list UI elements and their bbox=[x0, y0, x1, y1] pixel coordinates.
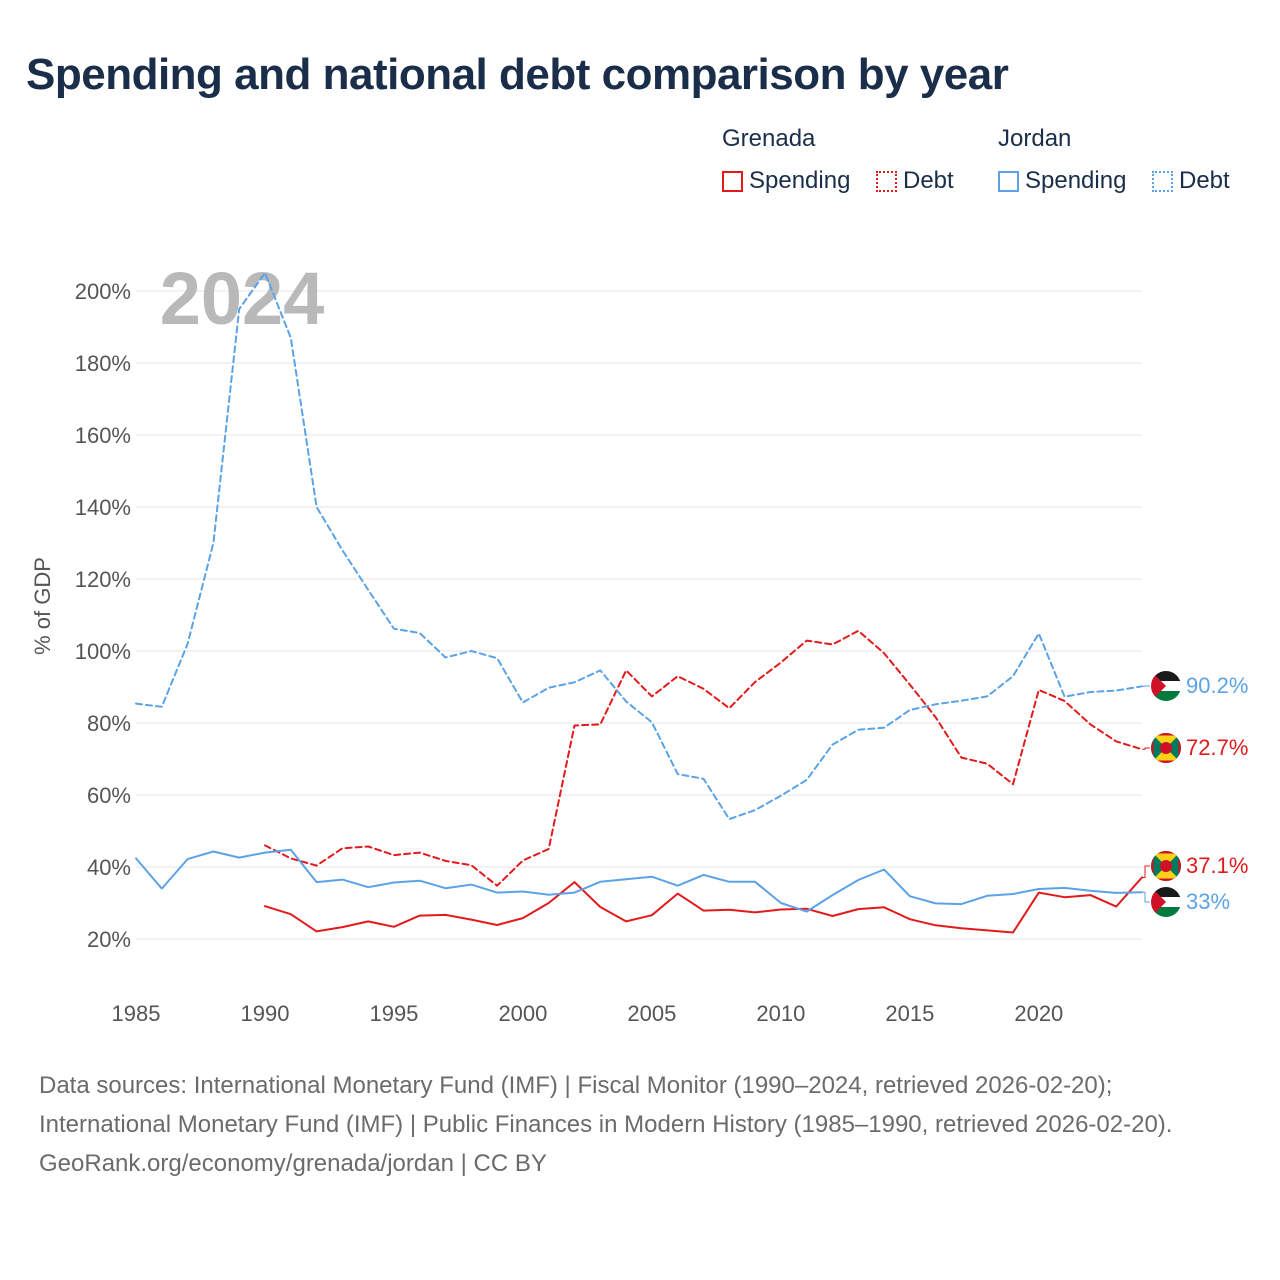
line-chart: 20% 40% 60% 80% 100% 120% 140% 160% 180% 200% 198… bbox=[30, 257, 1248, 1026]
legend-label: Debt bbox=[903, 167, 954, 194]
label-connector bbox=[1142, 865, 1150, 878]
y-tick-label: 20% bbox=[87, 927, 131, 952]
series-line-jordan-debt bbox=[135, 272, 1143, 821]
grenada-flag-icon bbox=[1151, 733, 1181, 763]
legend-label: Spending bbox=[749, 167, 851, 194]
series-line-grenada-debt bbox=[264, 629, 1143, 887]
x-tick-label: 2010 bbox=[756, 1001, 805, 1026]
y-tick-label: 60% bbox=[87, 783, 131, 808]
x-tick-label: 2020 bbox=[1014, 1001, 1063, 1026]
jordan-flag-icon bbox=[1151, 671, 1181, 701]
y-tick-label: 120% bbox=[75, 567, 131, 592]
legend-swatch-solid-icon bbox=[998, 170, 1019, 192]
y-axis-ticks: 20% 40% 60% 80% 100% 120% 140% 160% 180% 200% bbox=[75, 279, 131, 952]
y-tick-label: 180% bbox=[75, 351, 131, 376]
legend-item-grenada-spending[interactable]: Spending bbox=[722, 167, 850, 195]
x-tick-label: 2000 bbox=[498, 1001, 547, 1026]
grenada-flag-icon bbox=[1151, 851, 1181, 881]
y-tick-label: 80% bbox=[87, 711, 131, 736]
end-label-jordan-spending: 33% bbox=[1186, 889, 1230, 914]
series-line-jordan-spending bbox=[135, 848, 1143, 913]
y-tick-label: 40% bbox=[87, 855, 131, 880]
chart-title: Spending and national debt comparison by… bbox=[26, 50, 1009, 99]
x-tick-label: 1990 bbox=[240, 1001, 289, 1026]
legend-label: Debt bbox=[1179, 167, 1230, 194]
end-label-connectors bbox=[1142, 685, 1150, 903]
chart-footer: Data sources: International Monetary Fun… bbox=[39, 1066, 1239, 1183]
end-label-grenada-spending: 37.1% bbox=[1186, 853, 1248, 878]
y-tick-label: 200% bbox=[75, 279, 131, 304]
y-tick-label: 100% bbox=[75, 639, 131, 664]
x-tick-label: 2015 bbox=[885, 1001, 934, 1026]
series-lines bbox=[135, 272, 1143, 934]
y-axis-label: % of GDP bbox=[30, 557, 55, 655]
x-tick-label: 1985 bbox=[112, 1001, 161, 1026]
series-line-grenada-spending bbox=[264, 876, 1143, 934]
y-tick-label: 160% bbox=[75, 423, 131, 448]
legend-label: Spending bbox=[1025, 167, 1127, 194]
credit-line: GeoRank.org/economy/grenada/jordan | CC … bbox=[39, 1150, 547, 1177]
legend-country-grenada: Grenada bbox=[722, 125, 816, 152]
legend-swatch-solid-icon bbox=[722, 170, 743, 192]
label-connector bbox=[1142, 747, 1150, 750]
legend-item-grenada-debt[interactable]: Debt bbox=[876, 167, 954, 195]
y-tick-label: 140% bbox=[75, 495, 131, 520]
legend-swatch-dotted-icon bbox=[876, 170, 897, 192]
legend-item-jordan-debt[interactable]: Debt bbox=[1152, 167, 1230, 195]
legend-country-jordan: Jordan bbox=[998, 125, 1072, 152]
jordan-flag-icon bbox=[1151, 887, 1181, 917]
x-tick-label: 1995 bbox=[369, 1001, 418, 1026]
legend-swatch-dotted-icon bbox=[1152, 170, 1173, 192]
x-axis-ticks: 1985 1990 1995 2000 2005 2010 2015 2020 bbox=[112, 1001, 1064, 1026]
data-sources: Data sources: International Monetary Fun… bbox=[39, 1072, 1173, 1138]
gridlines bbox=[136, 290, 1142, 940]
legend-item-jordan-spending[interactable]: Spending bbox=[998, 167, 1126, 195]
label-connector bbox=[1142, 891, 1150, 903]
end-label-grenada-debt: 72.7% bbox=[1186, 735, 1248, 760]
x-tick-label: 2005 bbox=[627, 1001, 676, 1026]
year-overlay: 2024 bbox=[160, 257, 325, 340]
end-label-jordan-debt: 90.2% bbox=[1186, 673, 1248, 698]
